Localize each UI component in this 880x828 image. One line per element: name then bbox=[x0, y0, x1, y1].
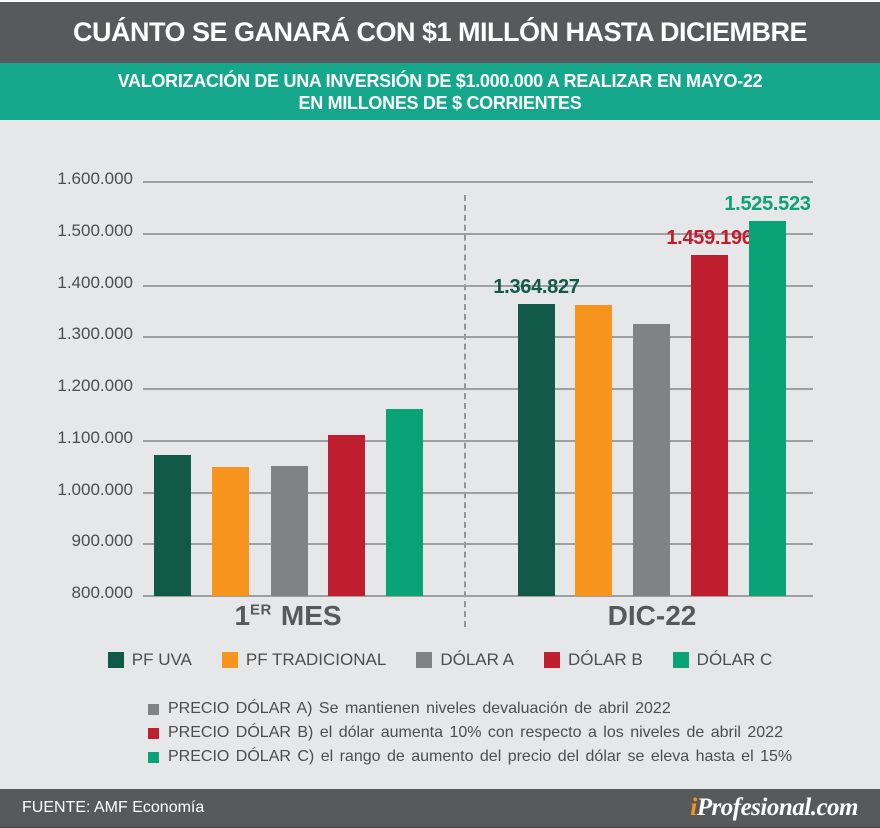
legend-item-pf-tradicional: PF TRADICIONAL bbox=[221, 650, 387, 670]
x-axis-label-1er-mes-rest: MES bbox=[280, 600, 342, 631]
legend-item-dólar-a: DÓLAR A bbox=[416, 650, 514, 670]
brand-logo: iProfesional.com bbox=[690, 794, 858, 822]
legend-label: PF TRADICIONAL bbox=[245, 650, 387, 669]
legend-swatch bbox=[221, 652, 238, 668]
footnote-text: PRECIO DÓLAR B) el dólar aumenta 10% con… bbox=[168, 724, 783, 741]
y-tick-label: 1.500.000 bbox=[57, 220, 133, 240]
bar-pf-uva-dic-22 bbox=[518, 303, 555, 596]
brand-logo-rest: Profesional.com bbox=[696, 793, 859, 821]
bar-pf-uva-1er-mes bbox=[154, 455, 191, 596]
brand-logo-i: i bbox=[690, 793, 697, 821]
x-axis-label-1er-mes: 1ER MES bbox=[234, 600, 341, 632]
gridline bbox=[143, 232, 813, 235]
gridline bbox=[143, 491, 813, 494]
subtitle-bar: VALORIZACIÓN DE UNA INVERSIÓN DE $1.000.… bbox=[0, 63, 880, 120]
footnote-text: PRECIO DÓLAR A) Se mantienen niveles dev… bbox=[168, 700, 671, 717]
gridline bbox=[143, 595, 813, 597]
footnote-swatch bbox=[148, 751, 159, 763]
gridline bbox=[143, 181, 813, 183]
subtitle-line-2: EN MILLONES DE $ CORRIENTES bbox=[298, 92, 582, 113]
bar-dólar-b-1er-mes bbox=[328, 434, 365, 596]
bar-chart: 1ER MES DIC-22 1.600.000 1.500.000 1.400.00… bbox=[0, 120, 880, 645]
bar-pf-tradicional-dic-22 bbox=[575, 305, 612, 596]
footer-bar: FUENTE: AMF Economía iProfesional.com bbox=[0, 789, 880, 828]
y-tick-label: 1.000.000 bbox=[57, 479, 133, 499]
gridline bbox=[143, 336, 813, 339]
footnote-row-2: PRECIO DÓLAR B) el dólar aumenta 10% con… bbox=[148, 721, 880, 745]
y-tick-label: 900.000 bbox=[71, 531, 133, 551]
y-tick-label: 1.300.000 bbox=[57, 324, 133, 344]
bar-value-label: 1.364.827 bbox=[493, 275, 580, 298]
x-axis-label-1er-mes-sup: ER bbox=[250, 601, 272, 619]
footnote-swatch bbox=[148, 703, 159, 715]
legend-item-dólar-c: DÓLAR C bbox=[672, 650, 773, 670]
legend-swatch bbox=[672, 652, 689, 668]
subtitle-line-1: VALORIZACIÓN DE UNA INVERSIÓN DE $1.000.… bbox=[117, 70, 763, 91]
gridline bbox=[143, 439, 813, 442]
y-tick-label: 1.600.000 bbox=[57, 169, 133, 188]
y-tick-label: 800.000 bbox=[71, 583, 133, 602]
page-title: CUÁNTO SE GANARÁ CON $1 MILLÓN HASTA DIC… bbox=[72, 17, 808, 47]
bar-dólar-a-dic-22 bbox=[633, 324, 670, 596]
bar-dólar-c-1er-mes bbox=[386, 408, 423, 596]
y-tick-label: 1.400.000 bbox=[57, 272, 133, 292]
legend-label: DÓLAR B bbox=[568, 650, 643, 669]
gridline bbox=[143, 284, 813, 287]
y-tick-label: 1.200.000 bbox=[57, 376, 133, 395]
legend-label: DÓLAR A bbox=[440, 650, 515, 669]
chart-legend: PF UVA PF TRADICIONAL DÓLAR A DÓLAR B DÓLAR … bbox=[0, 645, 880, 675]
bar-value-label: 1.459.196 bbox=[666, 226, 753, 249]
group-divider-dashed-line bbox=[464, 195, 466, 627]
x-axis-label-1er-mes-num: 1 bbox=[234, 600, 251, 631]
footnote-row-1: PRECIO DÓLAR A) Se mantienen niveles dev… bbox=[148, 697, 880, 721]
bar-value-label: 1.525.523 bbox=[724, 192, 811, 215]
bar-dólar-c-dic-22 bbox=[749, 220, 786, 596]
y-tick-label: 1.100.000 bbox=[57, 427, 133, 447]
bar-pf-tradicional-1er-mes bbox=[212, 467, 249, 596]
footnote-swatch bbox=[148, 727, 159, 739]
title-bar: CUÁNTO SE GANARÁ CON $1 MILLÓN HASTA DIC… bbox=[0, 0, 880, 63]
footnotes: PRECIO DÓLAR A) Se mantienen niveles dev… bbox=[0, 675, 880, 789]
legend-item-pf-uva: PF UVA bbox=[107, 650, 192, 670]
gridline bbox=[143, 543, 813, 546]
x-axis-label-dic-22: DIC-22 bbox=[607, 600, 697, 631]
footnote-text: PRECIO DÓLAR C) el rango de aumento del … bbox=[168, 748, 793, 765]
gridline bbox=[143, 388, 813, 390]
legend-label: PF UVA bbox=[131, 650, 192, 669]
source-credit: FUENTE: AMF Economía bbox=[22, 798, 205, 816]
bar-dólar-a-1er-mes bbox=[271, 465, 308, 596]
legend-swatch bbox=[544, 652, 561, 668]
bar-dólar-b-dic-22 bbox=[691, 254, 728, 596]
legend-label: DÓLAR C bbox=[696, 650, 773, 669]
footnote-row-3: PRECIO DÓLAR C) el rango de aumento del … bbox=[148, 745, 880, 769]
legend-swatch bbox=[416, 652, 433, 668]
legend-swatch bbox=[107, 652, 124, 668]
legend-item-dólar-b: DÓLAR B bbox=[544, 650, 643, 670]
